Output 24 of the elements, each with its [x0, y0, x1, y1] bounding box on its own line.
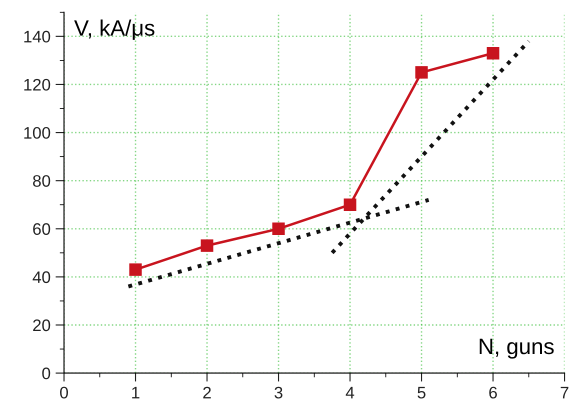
- x-tick-label: 7: [560, 386, 568, 398]
- x-tick-label: 0: [60, 386, 68, 399]
- point: [200, 239, 214, 252]
- point: [129, 263, 142, 276]
- x-tick-label: 1: [132, 386, 140, 398]
- y-tick-label: 100: [24, 126, 50, 139]
- x-tick-label: 5: [418, 386, 426, 399]
- y-tick-label: 140: [24, 30, 50, 43]
- point: [272, 222, 285, 236]
- x-tick-label: 2: [203, 386, 211, 398]
- y-axis-title: V, kA/μs: [74, 20, 154, 40]
- x-tick-label: 6: [489, 386, 497, 399]
- y-tick-label: 20: [33, 319, 50, 332]
- x-axis-title: N, guns: [480, 338, 554, 359]
- y-tick-label: 120: [24, 78, 50, 91]
- point: [344, 198, 356, 211]
- point: [486, 46, 500, 60]
- x-tick-label: 4: [346, 386, 354, 398]
- x-tick-label: 3: [274, 386, 282, 399]
- y-tick-label: 40: [32, 271, 50, 284]
- y-tick-label: 60: [33, 223, 50, 235]
- y-tick-label: 0: [42, 368, 50, 380]
- y-tick-label: 80: [33, 175, 50, 187]
- point: [415, 66, 428, 79]
